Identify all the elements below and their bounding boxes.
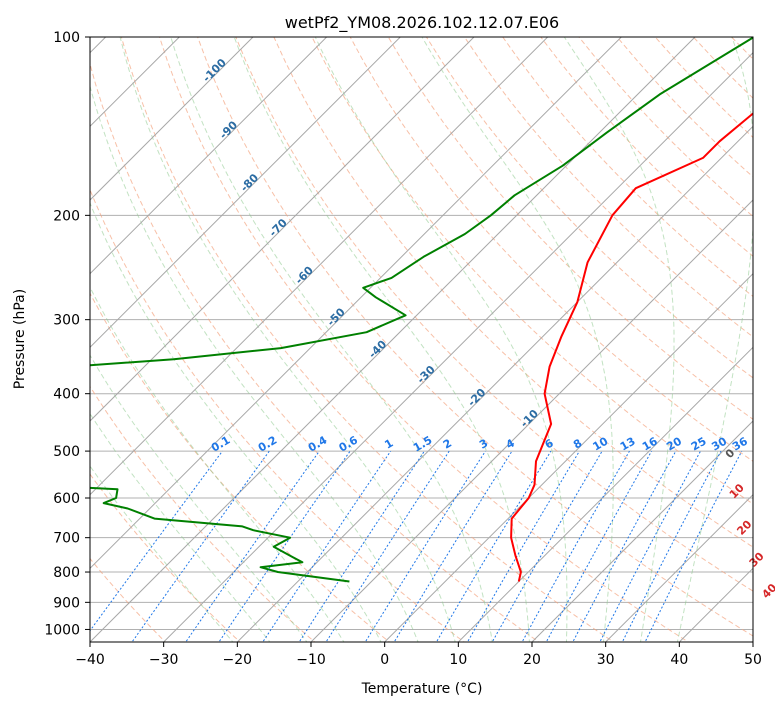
chart-title: wetPf2_YM08.2026.102.12.07.E06 bbox=[285, 13, 559, 33]
dry-adiabat-label: 30 bbox=[747, 549, 767, 569]
y-tick-label: 800 bbox=[53, 565, 80, 581]
y-tick-label: 300 bbox=[53, 313, 80, 329]
x-tick-label: 50 bbox=[744, 652, 762, 668]
dry-adiabat bbox=[465, 37, 775, 644]
dry-adiabat bbox=[7, 37, 392, 644]
plot-area bbox=[0, 24, 775, 645]
mixing-ratio-label: 6 bbox=[543, 436, 556, 451]
dry-adiabat bbox=[350, 37, 775, 644]
dry-adiabat bbox=[198, 37, 767, 644]
isotherm bbox=[382, 24, 775, 645]
mixing-ratio-line bbox=[466, 451, 579, 644]
dry-adiabat bbox=[426, 37, 775, 644]
x-tick-label: 30 bbox=[597, 652, 615, 668]
isotherm-label: -40 bbox=[366, 338, 389, 361]
dry-adiabat bbox=[388, 37, 775, 644]
isotherm-label: -60 bbox=[293, 264, 316, 287]
x-tick-label: 20 bbox=[523, 652, 541, 668]
mixing-ratio-line bbox=[217, 451, 350, 644]
y-tick-label: 400 bbox=[53, 387, 80, 403]
isotherm bbox=[530, 24, 775, 645]
isotherm-label: -10 bbox=[518, 407, 541, 430]
isotherm bbox=[0, 24, 193, 645]
y-tick-label: 900 bbox=[53, 595, 80, 611]
isotherm bbox=[751, 24, 775, 645]
x-tick-label: 10 bbox=[449, 652, 467, 668]
mixing-ratio-line bbox=[644, 451, 742, 644]
dry-adiabat-label: 40 bbox=[759, 581, 775, 601]
x-tick-label: −10 bbox=[296, 652, 326, 668]
dry-adiabat bbox=[0, 37, 318, 644]
moist-adiabat bbox=[171, 37, 493, 644]
mixing-ratio-line bbox=[572, 451, 676, 644]
x-tick-label: −20 bbox=[223, 652, 253, 668]
mixing-ratio-label: 4 bbox=[504, 436, 517, 451]
y-tick-label: 500 bbox=[53, 444, 80, 460]
isotherm bbox=[14, 24, 635, 645]
isotherm bbox=[0, 24, 340, 645]
y-axis-label: Pressure (hPa) bbox=[12, 289, 28, 389]
isotherm-label: -50 bbox=[325, 305, 348, 328]
isotherm-label: -20 bbox=[465, 386, 488, 409]
dry-adiabat bbox=[770, 37, 775, 644]
moist-adiabat bbox=[422, 37, 613, 644]
y-tick-label: 600 bbox=[53, 491, 80, 507]
isotherm-label: -70 bbox=[267, 216, 290, 239]
isotherm bbox=[0, 24, 266, 645]
mixing-ratio-label: 1 bbox=[382, 437, 395, 452]
moist-adiabat bbox=[564, 37, 674, 644]
mixing-ratio-label: 3 bbox=[477, 437, 490, 452]
isotherm bbox=[88, 24, 709, 645]
x-tick-label: −40 bbox=[75, 652, 105, 668]
x-tick-label: −30 bbox=[149, 652, 179, 668]
isotherm-label: -90 bbox=[217, 118, 240, 141]
moist-adiabat bbox=[315, 37, 567, 644]
mixing-ratio-line bbox=[364, 451, 486, 644]
moist-adiabat bbox=[0, 188, 235, 644]
x-tick-label: 0 bbox=[380, 652, 389, 668]
mixing-ratio-line bbox=[80, 451, 222, 644]
dry-adiabat-label: 20 bbox=[734, 517, 754, 537]
x-tick-label: 40 bbox=[670, 652, 688, 668]
mixing-ratio-line bbox=[435, 451, 551, 644]
moist-adiabat bbox=[0, 166, 272, 645]
y-tick-label: 200 bbox=[53, 208, 80, 224]
isotherm-label: -30 bbox=[414, 363, 437, 386]
dry-adiabat bbox=[45, 37, 467, 644]
mixing-ratio-line bbox=[599, 451, 701, 644]
dry-adiabat bbox=[274, 37, 775, 644]
mixing-ratio-label: 2 bbox=[441, 437, 454, 452]
dewpoint-profile-line bbox=[0, 37, 754, 582]
isotherm-label: -80 bbox=[238, 171, 261, 194]
dry-adiabat bbox=[0, 37, 243, 644]
y-tick-label: 1000 bbox=[44, 622, 80, 638]
moist-adiabat bbox=[4, 141, 309, 644]
y-tick-label: 700 bbox=[53, 531, 80, 547]
x-axis-label: Temperature (°C) bbox=[361, 681, 483, 697]
y-tick-label: 100 bbox=[53, 30, 80, 46]
